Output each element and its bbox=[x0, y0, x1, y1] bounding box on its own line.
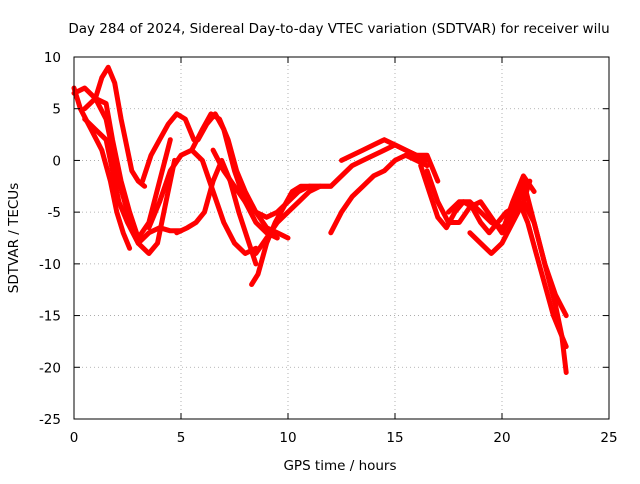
satellite-track-12 bbox=[249, 183, 312, 287]
satellite-track-7 bbox=[146, 147, 259, 256]
x-tick-label: 0 bbox=[70, 430, 79, 446]
y-tick-label: 10 bbox=[44, 50, 61, 66]
y-tick-label: -25 bbox=[39, 412, 61, 428]
y-tick-label: 5 bbox=[52, 102, 61, 118]
satellite-track-20 bbox=[467, 178, 533, 256]
x-tick-label: 20 bbox=[493, 430, 510, 446]
x-axis-label: GPS time / hours bbox=[283, 458, 396, 474]
satellite-track-16 bbox=[328, 152, 430, 236]
satellite-track-11 bbox=[210, 147, 323, 220]
satellite-track-4 bbox=[82, 95, 173, 241]
y-tick-label: -15 bbox=[39, 309, 61, 325]
axis-ticks: 0 5 10 15 20 25 10 5 0 -5 -10 -15 -20 -25 bbox=[39, 50, 618, 446]
y-tick-label: -20 bbox=[39, 360, 61, 376]
satellite-track-10 bbox=[195, 111, 280, 241]
y-axis-label: SDTVAR / TECUs bbox=[6, 183, 22, 293]
satellite-track-8 bbox=[174, 157, 259, 267]
y-tick-label: 0 bbox=[52, 153, 61, 169]
satellite-track-15 bbox=[339, 137, 441, 184]
satellite-track-6 bbox=[140, 111, 197, 184]
satellite-track-1 bbox=[71, 85, 133, 251]
chart-title: Day 284 of 2024, Sidereal Day-to-day VTE… bbox=[68, 21, 609, 37]
y-tick-label: -10 bbox=[39, 257, 61, 273]
x-tick-label: 25 bbox=[600, 430, 617, 446]
plot-frame bbox=[73, 56, 610, 420]
x-tick-label: 10 bbox=[279, 430, 296, 446]
satellite-track-18 bbox=[424, 168, 537, 236]
x-tick-label: 5 bbox=[177, 430, 186, 446]
y-tick-label: -5 bbox=[48, 205, 61, 221]
x-tick-label: 15 bbox=[386, 430, 403, 446]
data-series bbox=[71, 64, 569, 375]
satellite-track-5 bbox=[92, 64, 148, 189]
satellite-track-3 bbox=[82, 116, 184, 246]
satellite-track-22 bbox=[516, 199, 569, 350]
